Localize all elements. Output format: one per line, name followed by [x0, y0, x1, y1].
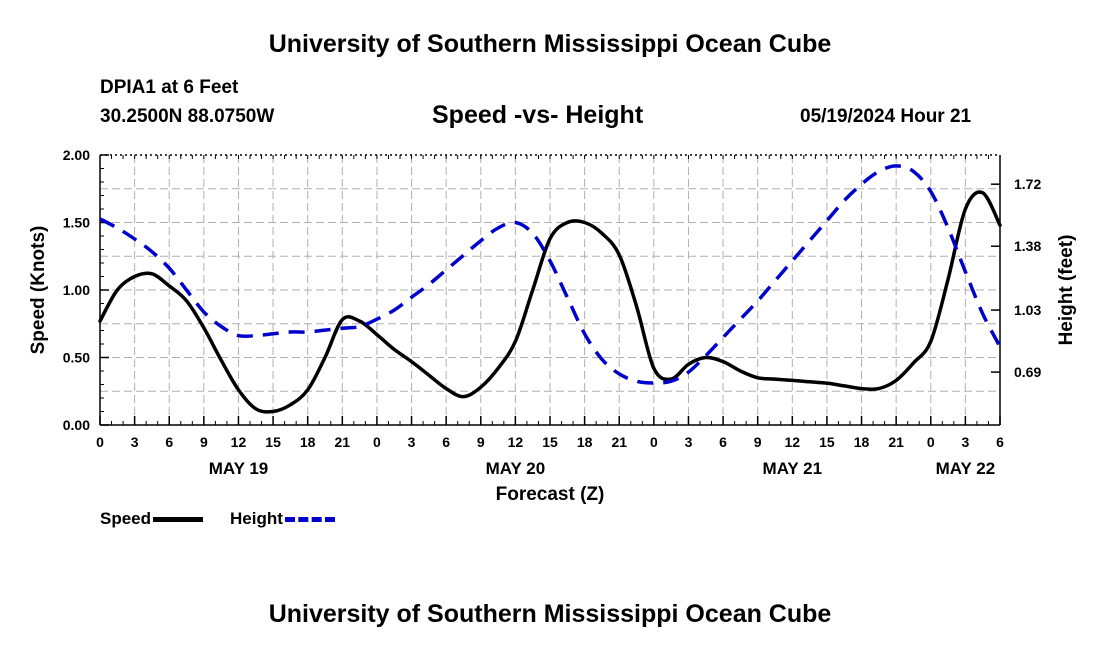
x-tick-label: 18: [300, 434, 316, 450]
x-axis-title: Forecast (Z): [496, 484, 605, 505]
x-tick-label: 15: [265, 434, 281, 450]
y2-tick-label: 1.03: [1014, 302, 1041, 318]
y2-axis-title: Height (feet): [1056, 235, 1077, 346]
legend-height-swatch: [284, 516, 335, 522]
x-day-label: MAY 21: [763, 459, 823, 478]
x-tick-label: 6: [165, 434, 173, 450]
legend-height-label: Height: [230, 509, 283, 528]
series-line-speed: [98, 190, 1002, 414]
x-tick-label: 12: [785, 434, 801, 450]
x-tick-label: 15: [819, 434, 835, 450]
footer-title: University of Southern Mississippi Ocean…: [268, 600, 832, 628]
x-tick-label: 3: [685, 434, 693, 450]
x-tick-label: 0: [96, 434, 104, 450]
y2-tick-label: 1.38: [1014, 238, 1041, 254]
x-tick-label: 12: [508, 434, 524, 450]
station-name: DPIA1 at 6 Feet: [100, 77, 239, 98]
legend-speed-swatch: [153, 516, 204, 522]
x-tick-label: 18: [577, 434, 593, 450]
y-tick-label: 1.00: [63, 282, 90, 298]
x-tick-label: 9: [200, 434, 208, 450]
legend-speed-label: Speed: [100, 509, 152, 528]
page-title: University of Southern Mississippi Ocean…: [268, 30, 832, 58]
x-tick-label: 0: [373, 434, 381, 450]
x-tick-label: 12: [231, 434, 247, 450]
x-tick-label: 21: [611, 434, 627, 450]
y-tick-label: 1.50: [63, 215, 90, 231]
series-line-height: [99, 164, 1002, 385]
x-tick-label: 21: [335, 434, 351, 450]
x-tick-label: 9: [754, 434, 762, 450]
x-day-label: MAY 20: [486, 459, 546, 478]
y-axis-title: Speed (Knots): [28, 226, 49, 355]
y-tick-label: 0.00: [63, 417, 90, 433]
y-tick-label: 2.00: [63, 147, 90, 163]
x-tick-label: 15: [542, 434, 558, 450]
station-coordinates: 30.2500N 88.0750W: [100, 106, 275, 127]
x-tick-label: 6: [996, 434, 1004, 450]
x-tick-label: 6: [719, 434, 727, 450]
legend-speed: Speed: [100, 509, 204, 529]
x-tick-label: 3: [408, 434, 416, 450]
x-day-label: MAY 19: [209, 459, 269, 478]
x-tick-label: 3: [131, 434, 139, 450]
y2-tick-label: 0.69: [1014, 364, 1041, 380]
x-tick-label: 0: [650, 434, 658, 450]
legend-height: Height: [230, 509, 335, 529]
x-tick-label: 21: [888, 434, 904, 450]
x-tick-label: 6: [442, 434, 450, 450]
x-tick-label: 3: [961, 434, 969, 450]
y2-tick-label: 1.72: [1014, 176, 1041, 192]
chart-title: Speed -vs- Height: [432, 101, 644, 129]
x-tick-label: 18: [854, 434, 870, 450]
x-day-label: MAY 22: [936, 459, 996, 478]
x-tick-label: 9: [477, 434, 485, 450]
y-tick-label: 0.50: [63, 350, 90, 366]
forecast-run-time: 05/19/2024 Hour 21: [800, 106, 972, 127]
x-tick-label: 0: [927, 434, 935, 450]
